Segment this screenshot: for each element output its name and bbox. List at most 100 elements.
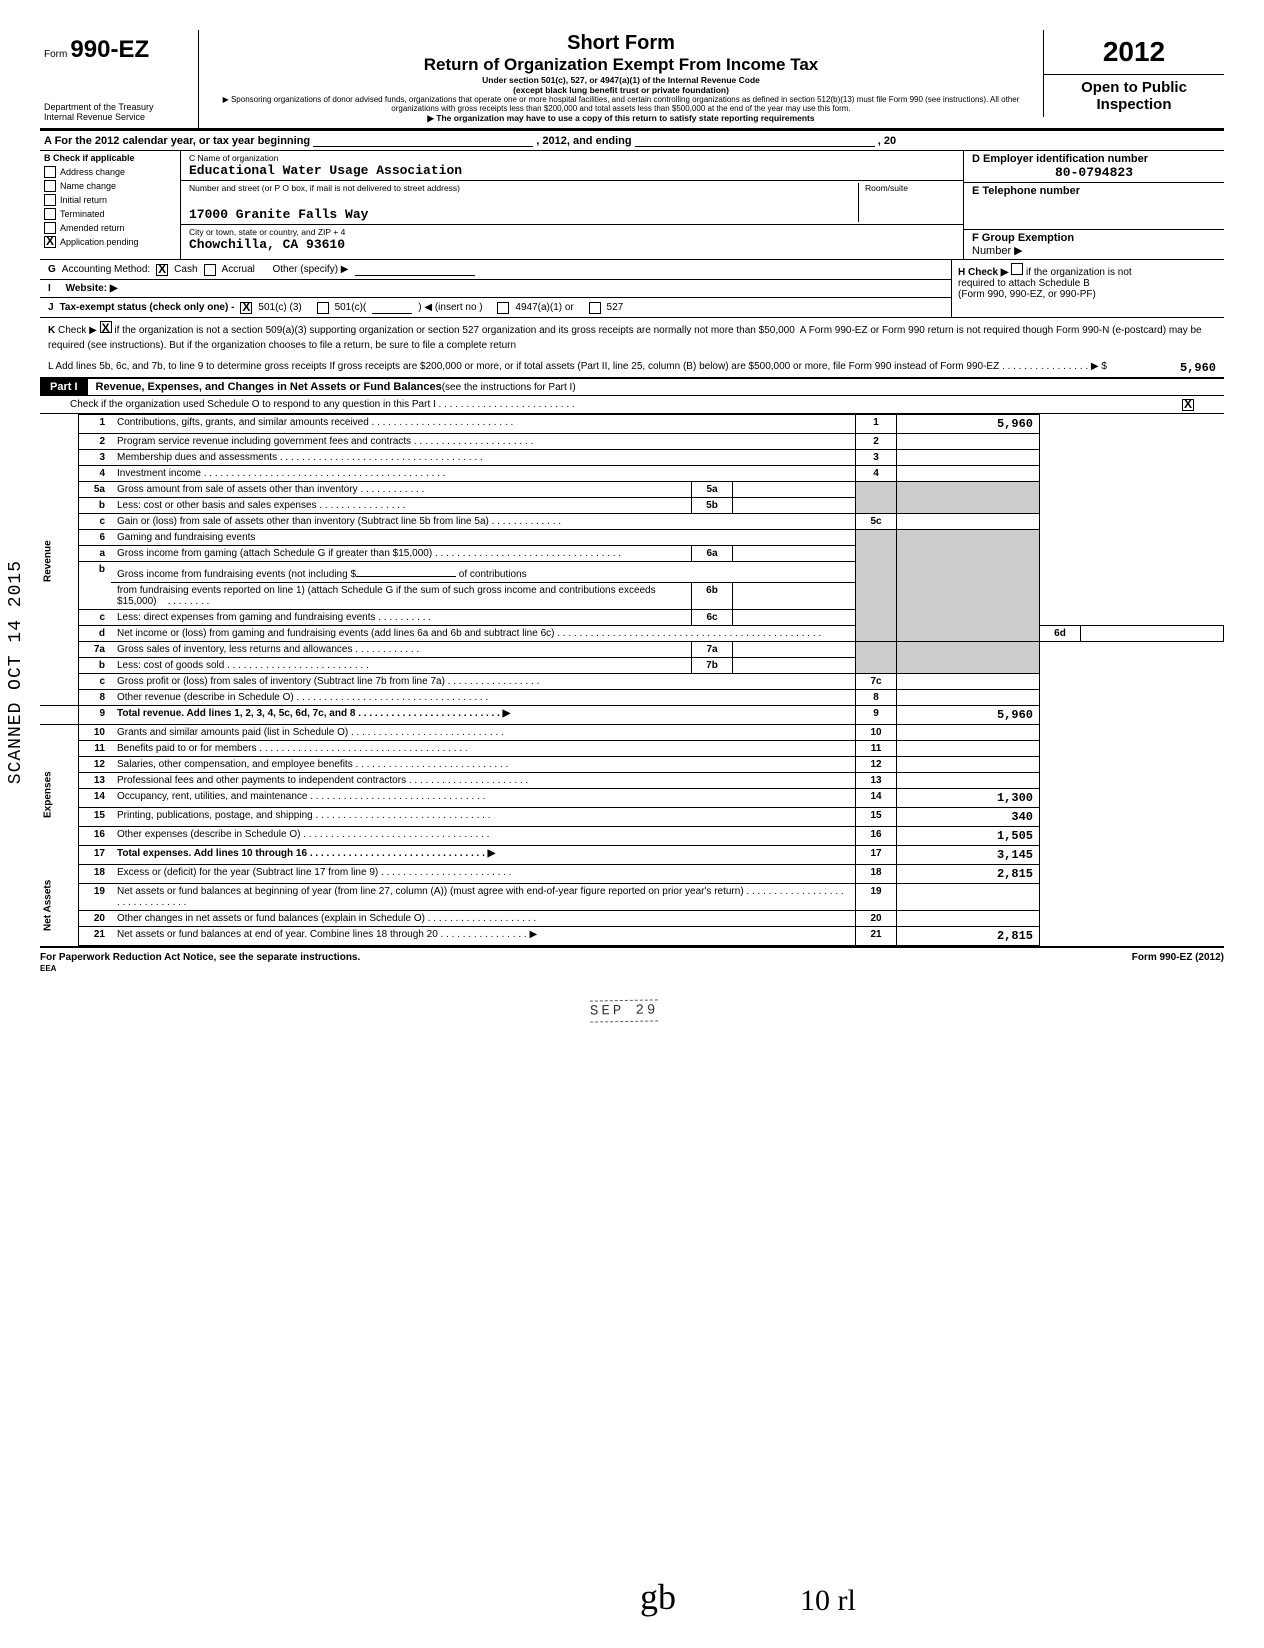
ln-7b: b (79, 658, 112, 674)
cb-amended[interactable] (44, 222, 56, 234)
instruction-1: ▶ Sponsoring organizations of donor advi… (209, 95, 1033, 113)
k-check-row: K Check ▶ if the organization is not a s… (40, 318, 1224, 356)
accounting-method-row: G Accounting Method: Cash Accrual Other … (40, 260, 951, 280)
desc-6: Gaming and fundraising events (111, 530, 856, 546)
subamt-7b[interactable] (733, 658, 856, 674)
subamt-5b[interactable] (733, 498, 856, 514)
ln-15: 15 (79, 808, 112, 827)
amt-1: 5,960 (897, 415, 1040, 434)
desc-16: Other expenses (describe in Schedule O) … (111, 827, 856, 846)
k-text: if the organization is not a section 509… (48, 325, 1202, 351)
ln-9: 9 (79, 706, 112, 725)
ln-19: 19 (79, 884, 112, 911)
desc-1: Contributions, gifts, grants, and simila… (111, 415, 856, 434)
year-end-yy[interactable] (899, 135, 929, 147)
row-a-post: , 20 (878, 135, 896, 147)
org-name: Educational Water Usage Association (189, 163, 955, 178)
ln-3: 3 (79, 450, 112, 466)
num-9: 9 (856, 706, 897, 725)
signature-2: 10 rl (800, 1584, 856, 1618)
ln-14: 14 (79, 789, 112, 808)
box-7b: 7b (692, 658, 733, 674)
num-3: 3 (856, 450, 897, 466)
row-a: A For the 2012 calendar year, or tax yea… (40, 130, 1224, 151)
num-19: 19 (856, 884, 897, 911)
ln-6: 6 (79, 530, 112, 546)
num-8: 8 (856, 690, 897, 706)
eea: EEA (40, 964, 56, 973)
desc-19: Net assets or fund balances at beginning… (111, 884, 856, 911)
box-5a: 5a (692, 482, 733, 498)
ln-5a: 5a (79, 482, 112, 498)
ln-2: 2 (79, 434, 112, 450)
shade-7-amt (897, 642, 1040, 674)
cb-501c[interactable] (317, 302, 329, 314)
desc-15: Printing, publications, postage, and shi… (111, 808, 856, 827)
cb-schedule-b[interactable] (1011, 263, 1023, 275)
h-text-1: if the organization is not (1026, 267, 1132, 278)
amt-11 (897, 741, 1040, 757)
cb-527[interactable] (589, 302, 601, 314)
form-number: 990-EZ (70, 36, 149, 63)
desc-17: Total expenses. Add lines 10 through 16 … (111, 846, 856, 865)
desc-7c: Gross profit or (loss) from sales of inv… (111, 674, 856, 690)
tax-year: 2012 (1044, 30, 1224, 75)
num-20: 20 (856, 911, 897, 927)
tel-label: E Telephone number (972, 185, 1216, 197)
lbl-accrual: Accrual (222, 264, 255, 275)
ln-16: 16 (79, 827, 112, 846)
subamt-6b[interactable] (733, 583, 856, 610)
side-expenses: Expenses (40, 725, 79, 865)
subamt-6a[interactable] (733, 546, 856, 562)
schedule-o-text: Check if the organization used Schedule … (70, 399, 575, 410)
subamt-6c[interactable] (733, 610, 856, 626)
col-b-header: B Check if applicable (40, 151, 180, 165)
cb-accrual[interactable] (204, 264, 216, 276)
cb-schedule-o[interactable] (1182, 399, 1194, 411)
ln-6d: d (79, 626, 112, 642)
room-label: Room/suite (865, 183, 955, 193)
l-text: L Add lines 5b, 6c, and 7b, to line 9 to… (48, 361, 1107, 372)
paperwork-notice: For Paperwork Reduction Act Notice, see … (40, 952, 360, 963)
amt-2 (897, 434, 1040, 450)
desc-11: Benefits paid to or for members . . . . … (111, 741, 856, 757)
cb-address-change[interactable] (44, 166, 56, 178)
other-specify-field[interactable] (355, 263, 475, 276)
subamt-7a[interactable] (733, 642, 856, 658)
desc-2: Program service revenue including govern… (111, 434, 856, 450)
group-exemption-label: F Group Exemption (972, 232, 1216, 244)
instruction-2: ▶ The organization may have to use a cop… (209, 113, 1033, 124)
cb-k[interactable] (100, 321, 112, 333)
col-b: B Check if applicable Address change Nam… (40, 151, 181, 259)
year-end-field[interactable] (635, 134, 875, 147)
subtitle-2: (except black lung benefit trust or priv… (209, 85, 1033, 95)
6b-contrib-field[interactable] (356, 564, 456, 577)
amt-19 (897, 884, 1040, 911)
cb-terminated[interactable] (44, 208, 56, 220)
cb-4947[interactable] (497, 302, 509, 314)
year-begin-field[interactable] (313, 134, 533, 147)
num-2: 2 (856, 434, 897, 450)
group-exemption-number: Number ▶ (972, 244, 1216, 257)
num-17: 17 (856, 846, 897, 865)
cb-initial-return[interactable] (44, 194, 56, 206)
footer: For Paperwork Reduction Act Notice, see … (40, 946, 1224, 974)
cb-501c3[interactable] (240, 302, 252, 314)
num-16: 16 (856, 827, 897, 846)
cb-app-pending[interactable] (44, 236, 56, 248)
lbl-527: 527 (607, 302, 624, 313)
ln-4: 4 (79, 466, 112, 482)
cb-name-change[interactable] (44, 180, 56, 192)
street-label: Number and street (or P O box, if mail i… (189, 183, 858, 193)
cb-cash[interactable] (156, 264, 168, 276)
part-1-title: Revenue, Expenses, and Changes in Net As… (88, 381, 442, 393)
501c-insert-field[interactable] (372, 301, 412, 314)
h-text-3: (Form 990, 990-EZ, or 990-PF) (958, 289, 1218, 300)
received-stamp: SEP 29 (590, 999, 659, 1022)
num-11: 11 (856, 741, 897, 757)
subamt-5a[interactable] (733, 482, 856, 498)
amt-21: 2,815 (897, 927, 1040, 946)
desc-6d: Net income or (loss) from gaming and fun… (111, 626, 856, 642)
subtitle-1: Under section 501(c), 527, or 4947(a)(1)… (209, 75, 1033, 85)
ln-8: 8 (79, 690, 112, 706)
